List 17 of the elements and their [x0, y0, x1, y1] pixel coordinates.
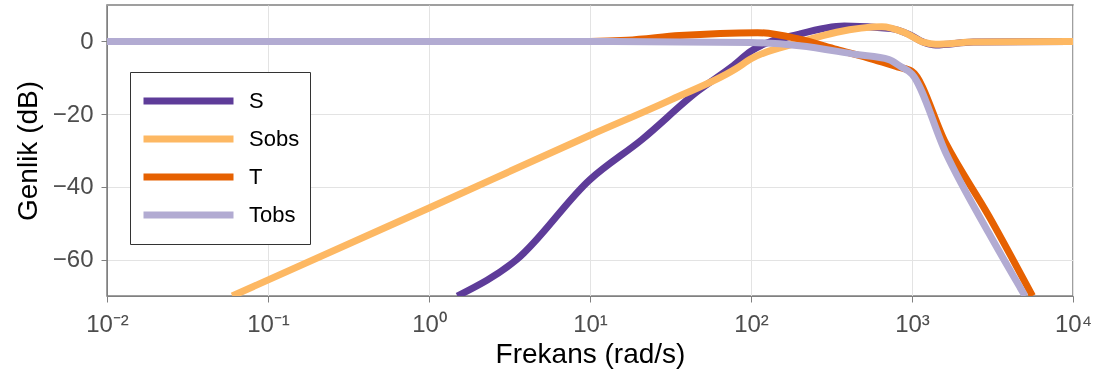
- legend-label: S: [249, 88, 264, 113]
- x-tick-label: 10⁴: [1054, 309, 1093, 337]
- x-tick-label: 10⁰: [412, 309, 447, 337]
- x-tick-label: 10¹: [573, 309, 608, 337]
- x-tick-label: 10³: [895, 309, 930, 337]
- x-tick-label: 10²: [734, 309, 769, 337]
- legend-label: Tobs: [249, 202, 296, 227]
- x-tick-label: 10⁻²: [86, 309, 129, 337]
- x-tick-label: 10⁻¹: [247, 309, 290, 337]
- y-tick-label: −60: [52, 245, 94, 273]
- legend-label: Sobs: [249, 126, 300, 151]
- y-axis-title: Genlik (dB): [11, 80, 43, 222]
- y-tick-label: 0: [80, 26, 94, 54]
- y-tick-label: −40: [52, 172, 94, 200]
- y-tick-label: −20: [52, 99, 94, 127]
- legend-label: T: [249, 164, 263, 189]
- x-axis-title: Frekans (rad/s): [495, 337, 686, 369]
